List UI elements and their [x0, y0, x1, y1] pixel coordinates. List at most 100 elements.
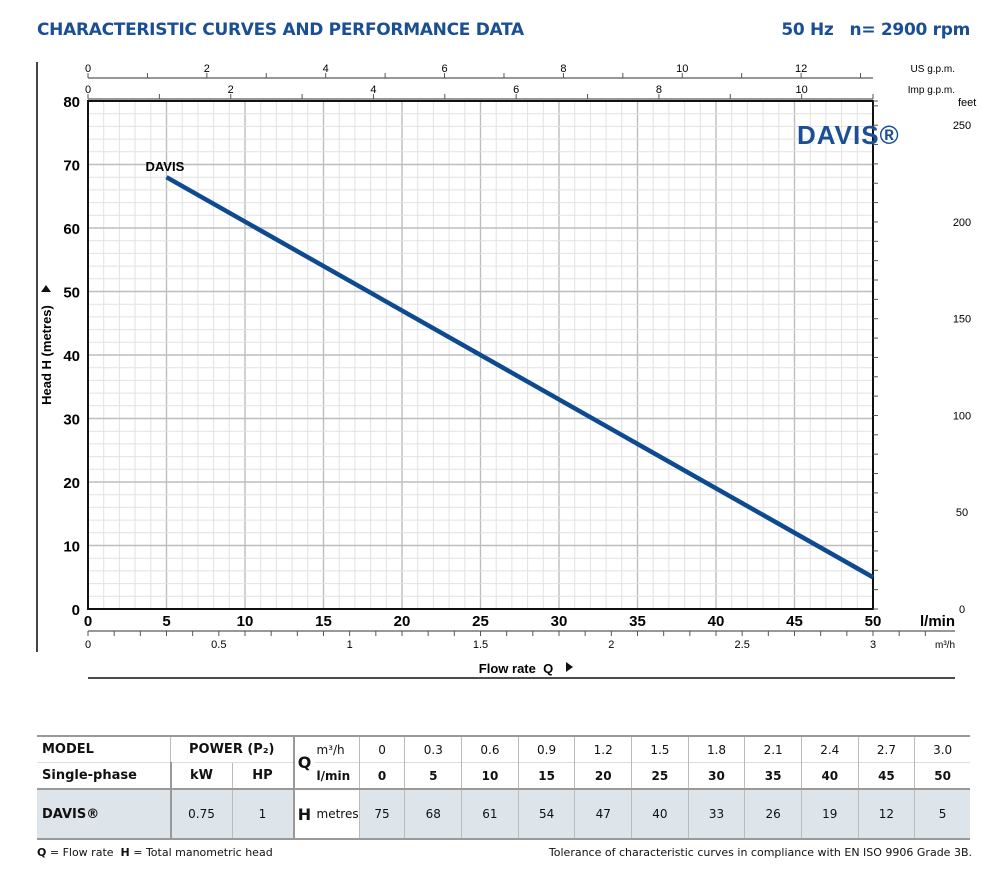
- hp-cell: 1: [231, 788, 294, 840]
- x-tick-label: 0: [84, 613, 92, 630]
- q-lmin-cell: 35: [744, 762, 802, 789]
- q-m3h-cell: 2.1: [744, 735, 802, 763]
- h-label: H: [292, 788, 315, 840]
- head-cell: 33: [687, 788, 745, 840]
- q-m3h-cell: 0.3: [404, 735, 462, 763]
- q-m3h-cell: 0: [358, 735, 405, 763]
- axis-tick-label: 1: [347, 639, 353, 651]
- tolerance-note: Tolerance of characteristic curves in co…: [548, 846, 972, 859]
- axis-tick-label: 2.5: [735, 639, 750, 651]
- y-tick-label: 30: [63, 412, 80, 429]
- q-lmin-cell: 30: [687, 762, 745, 789]
- head-cell: 54: [517, 788, 575, 840]
- axis-tick-label: 200: [953, 217, 971, 229]
- axis-tick-label: 50: [956, 507, 968, 519]
- head-cell: 61: [461, 788, 519, 840]
- axis-unit-label: Imp g.p.m.: [908, 85, 955, 96]
- x-tick-label: 50: [865, 613, 882, 630]
- q-lmin-cell: 5: [404, 762, 462, 789]
- axis-tick-label: 6: [513, 84, 519, 96]
- table-row: DAVIS® 0.75 1 H metres 75 68 61 54 47 40 33 26 1…: [37, 788, 970, 840]
- hp-header: HP: [231, 762, 294, 789]
- brand-logo-text: DAVIS®: [797, 120, 900, 150]
- model-cell: DAVIS®: [37, 788, 171, 840]
- axis-tick-label: 8: [560, 63, 566, 75]
- axis-unit-label: m³/h: [935, 640, 955, 651]
- table-header-row-1: MODEL POWER (P₂) Q m³/h 0 0.3 0.6 0.9 1.2 1.5…: [37, 735, 970, 789]
- q-unit-lmin: l/min: [314, 762, 360, 789]
- y-axis-label: Head H (metres): [39, 305, 54, 405]
- frequency: 50 Hz: [781, 20, 834, 40]
- axis-tick-label: 12: [795, 63, 807, 75]
- x-tick-label: 45: [786, 613, 803, 630]
- axis-tick-label: 3: [870, 639, 876, 651]
- axis-tick-label: 10: [676, 63, 688, 75]
- q-m3h-cell: 0.6: [461, 735, 519, 763]
- head-cell: 68: [404, 788, 462, 840]
- axis-unit-label: US g.p.m.: [911, 64, 955, 75]
- power-header: POWER (P₂): [170, 735, 294, 763]
- x-tick-label: 35: [629, 613, 646, 630]
- frequency-speed: 50 Hz n= 2900 rpm: [765, 20, 970, 40]
- axis-tick-label: 0: [85, 63, 91, 75]
- phase-header: Single-phase: [37, 762, 171, 789]
- h-unit: metres: [314, 788, 360, 840]
- axis-tick-label: 8: [656, 84, 662, 96]
- axis-tick-label: 0: [959, 604, 965, 616]
- q-m3h-cell: 3.0: [914, 735, 970, 763]
- x-tick-label: 30: [551, 613, 568, 630]
- axis-tick-label: 4: [370, 84, 376, 96]
- axis-tick-label: 0.5: [211, 639, 226, 651]
- us-gpm-axis: 0 2 4 6 8 10 12 US g.p.m.: [85, 63, 955, 79]
- axis-tick-label: 0: [85, 639, 91, 651]
- speed: n= 2900 rpm: [849, 20, 971, 40]
- axis-tick-label: 100: [953, 410, 971, 422]
- x-axis-label: Flow rate Q: [479, 661, 553, 676]
- q-m3h-cell: 2.4: [800, 735, 859, 763]
- head-cell: 40: [631, 788, 689, 840]
- x-unit-label: l/min: [920, 613, 955, 630]
- x-axis-arrow-icon: [566, 662, 573, 672]
- x-tick-label: 10: [237, 613, 254, 630]
- legend-note: Q = Flow rate H = Total manometric head: [37, 846, 273, 859]
- performance-table: MODEL POWER (P₂) Q m³/h 0 0.3 0.6 0.9 1.2 1.5…: [37, 735, 970, 840]
- y-tick-label: 50: [63, 285, 80, 302]
- y-tick-label: 20: [63, 475, 80, 492]
- x-tick-label: 15: [315, 613, 332, 630]
- head-cell: 12: [857, 788, 915, 840]
- y-tick-label: 0: [72, 602, 80, 619]
- brand-logo: DAVIS®: [797, 120, 900, 150]
- x-tick-label: 25: [472, 613, 489, 630]
- axis-tick-label: 150: [953, 314, 971, 326]
- y-tick-label: 70: [63, 158, 80, 175]
- page-title: CHARACTERISTIC CURVES AND PERFORMANCE DA…: [37, 20, 524, 40]
- axis-tick-label: 4: [323, 63, 329, 75]
- axis-tick-label: 1.5: [473, 639, 488, 651]
- y-tick-label: 40: [63, 348, 80, 365]
- axis-tick-label: 2: [228, 84, 234, 96]
- q-lmin-cell: 40: [800, 762, 859, 789]
- x-axis: 0 5 10 15 20 25 30 35 40 45 50 l/min: [84, 613, 955, 630]
- head-cell: 26: [744, 788, 802, 840]
- q-m3h-cell: 2.7: [857, 735, 915, 763]
- legend-h-text: = Total manometric head: [129, 846, 273, 859]
- q-lmin-cell: 45: [857, 762, 915, 789]
- head-cell: 47: [574, 788, 632, 840]
- axis-tick-label: 10: [796, 84, 808, 96]
- y-axis-arrow-icon: [41, 285, 51, 292]
- y-tick-label: 10: [63, 539, 80, 556]
- head-cell: 19: [800, 788, 859, 840]
- head-cell: 75: [358, 788, 405, 840]
- x-tick-label: 20: [394, 613, 411, 630]
- q-m3h-cell: 1.8: [687, 735, 745, 763]
- axis-tick-label: 250: [953, 120, 971, 132]
- q-lmin-cell: 0: [358, 762, 405, 789]
- table-header-row-2: Single-phase kW HP l/min 0 5 10 15 20 25 30 35 4…: [37, 762, 970, 789]
- x-tick-label: 40: [708, 613, 725, 630]
- head-cell: 5: [914, 788, 970, 840]
- y-axis: 0 10 20 30 40 50 60 70 80: [63, 94, 80, 619]
- y-tick-label: 60: [63, 221, 80, 238]
- axis-tick-label: 2: [204, 63, 210, 75]
- axis-tick-label: 2: [608, 639, 614, 651]
- q-unit-m3h: m³/h: [314, 735, 360, 763]
